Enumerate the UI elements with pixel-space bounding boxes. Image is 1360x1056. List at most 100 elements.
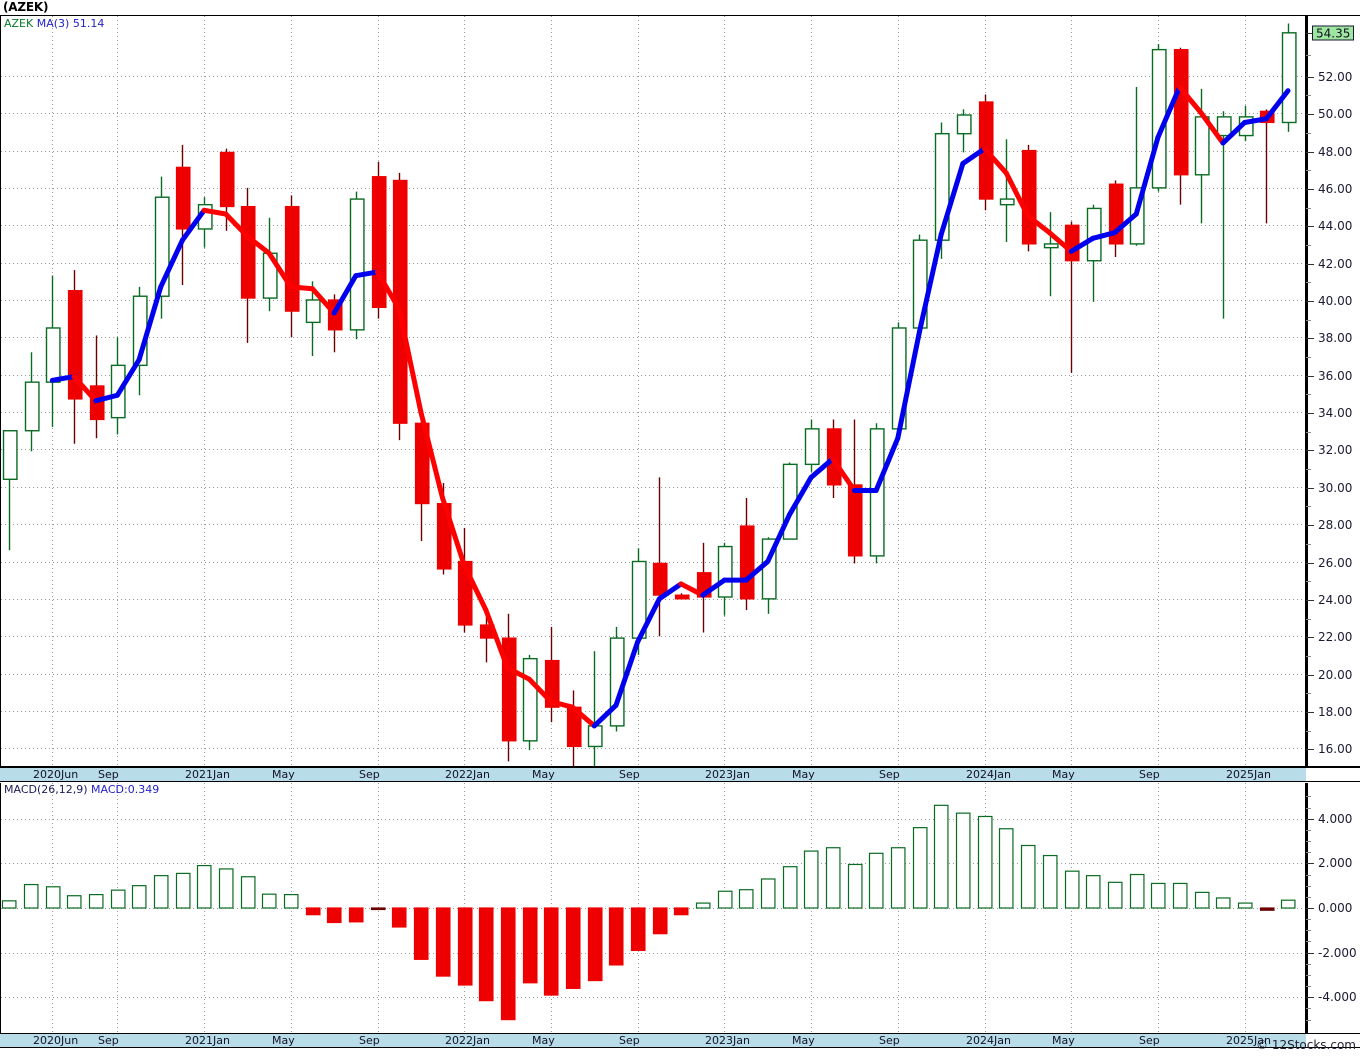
price-tick-minor — [1306, 245, 1311, 246]
macd-legend-name: MACD(26,12,9) — [4, 783, 88, 796]
macd-tick-minor — [1306, 986, 1311, 987]
price-tick-minor — [1306, 469, 1311, 470]
price-tick-label: 38.00 — [1318, 331, 1353, 346]
date-tick-label: May — [272, 768, 295, 781]
price-tick-label: 48.00 — [1318, 144, 1353, 159]
macd-histogram-svg — [1, 783, 1305, 1033]
price-tick-label: 32.00 — [1318, 443, 1353, 458]
macd-tick-label: 2.000 — [1318, 856, 1353, 871]
price-tick-mark — [1306, 264, 1314, 265]
date-axis-bottom-filler — [1306, 1033, 1360, 1048]
macd-tick-minor — [1306, 808, 1311, 809]
last-price-tag: 54.35 — [1312, 25, 1355, 41]
price-tick-mark — [1306, 675, 1314, 676]
date-axis-top-filler — [1306, 767, 1360, 782]
price-tick-label: 52.00 — [1318, 69, 1353, 84]
price-tick-mark — [1306, 376, 1314, 377]
price-tick-minor — [1306, 693, 1311, 694]
price-tick-minor — [1306, 282, 1311, 283]
price-tick-mark — [1306, 637, 1314, 638]
date-tick-label: May — [1052, 768, 1075, 781]
price-tick-mark — [1306, 338, 1314, 339]
macd-tick-label: 0.000 — [1318, 901, 1353, 915]
date-tick-label: 2024Jan — [966, 1034, 1011, 1047]
macd-tick-mark — [1306, 863, 1314, 864]
date-tick-label: 2021Jan — [185, 1034, 230, 1047]
date-tick-label: Sep — [1139, 768, 1160, 781]
price-tick-label: 50.00 — [1318, 107, 1353, 122]
price-axis-rail — [1306, 16, 1308, 766]
date-tick-label: Sep — [619, 1034, 640, 1047]
price-tick-label: 46.00 — [1318, 181, 1353, 196]
price-tick-label: 20.00 — [1318, 667, 1353, 682]
price-tick-label: 22.00 — [1318, 630, 1353, 645]
macd-tick-minor — [1306, 1008, 1311, 1009]
date-tick-label: Sep — [98, 768, 119, 781]
date-tick-label: 2020Jun — [33, 1034, 79, 1047]
price-tick-label: 40.00 — [1318, 293, 1353, 308]
price-tick-mark — [1306, 114, 1314, 115]
macd-tick-minor — [1306, 841, 1311, 842]
price-tick-minor — [1306, 731, 1311, 732]
macd-tick-label: -2.000 — [1318, 945, 1357, 960]
price-tick-minor — [1306, 544, 1311, 545]
macd-tick-minor — [1306, 875, 1311, 876]
macd-legend-value: MACD:0.349 — [91, 783, 160, 796]
macd-legend: MACD(26,12,9) MACD:0.349 — [4, 783, 159, 796]
price-tick-label: 30.00 — [1318, 480, 1353, 495]
price-tick-minor — [1306, 656, 1311, 657]
legend-symbol: AZEK — [4, 17, 34, 30]
date-tick-label: 2024Jan — [966, 768, 1011, 781]
price-tick-mark — [1306, 77, 1314, 78]
price-tick-mark — [1306, 152, 1314, 153]
price-tick-minor — [1306, 170, 1311, 171]
price-tick-label: 18.00 — [1318, 704, 1353, 719]
macd-tick-minor — [1306, 852, 1311, 853]
date-tick-label: 2021Jan — [185, 768, 230, 781]
price-tick-mark — [1306, 488, 1314, 489]
price-tick-mark — [1306, 712, 1314, 713]
date-tick-label: May — [532, 768, 555, 781]
date-tick-label: Sep — [879, 1034, 900, 1047]
price-tick-minor — [1306, 432, 1311, 433]
macd-tick-label: 4.000 — [1318, 811, 1353, 826]
date-tick-label: 2025Jan — [1226, 1034, 1271, 1047]
price-candlestick-svg — [1, 16, 1305, 766]
macd-axis: 4.000 2.000 0.000 -2.000 -4.000 — [1306, 783, 1360, 1033]
price-tick-label: 28.00 — [1318, 518, 1353, 533]
price-tick-mark — [1306, 33, 1314, 34]
date-tick-label: 2025Jan — [1226, 768, 1271, 781]
macd-panel[interactable]: MACD(26,12,9) MACD:0.349 — [0, 783, 1306, 1033]
macd-tick-minor — [1306, 975, 1311, 976]
price-tick-label: 42.00 — [1318, 256, 1353, 271]
macd-tick-minor — [1306, 930, 1311, 931]
date-axis-top: 2020Jun Sep 2021Jan May Sep 2022Jan May Sep 2023… — [0, 767, 1306, 782]
price-tick-label: 36.00 — [1318, 368, 1353, 383]
date-tick-label: Sep — [879, 768, 900, 781]
price-chart-panel[interactable]: AZEK MA(3) 51.14 — [0, 15, 1306, 767]
date-axis-bottom: 2020Jun Sep 2021Jan May Sep 2022Jan May Sep 2023… — [0, 1033, 1306, 1048]
macd-tick-minor — [1306, 1020, 1311, 1021]
price-tick-label: 16.00 — [1318, 742, 1353, 757]
price-tick-mark — [1306, 525, 1314, 526]
date-tick-label: Sep — [359, 768, 380, 781]
date-tick-label: May — [532, 1034, 555, 1047]
date-tick-label: 2023Jan — [705, 1034, 750, 1047]
date-tick-label: May — [792, 1034, 815, 1047]
price-tick-mark — [1306, 600, 1314, 601]
macd-tick-minor — [1306, 897, 1311, 898]
macd-tick-minor — [1306, 919, 1311, 920]
legend-indicator: MA(3) — [36, 17, 70, 30]
date-tick-label: May — [792, 768, 815, 781]
price-tick-minor — [1306, 357, 1311, 358]
date-tick-label: 2022Jan — [445, 1034, 490, 1047]
date-tick-label: Sep — [1139, 1034, 1160, 1047]
price-tick-mark — [1306, 226, 1314, 227]
price-tick-mark — [1306, 189, 1314, 190]
macd-tick-minor — [1306, 964, 1311, 965]
date-tick-label: Sep — [619, 768, 640, 781]
price-tick-label: 26.00 — [1318, 555, 1353, 570]
macd-tick-mark — [1306, 997, 1314, 998]
date-tick-label: 2020Jun — [33, 768, 79, 781]
